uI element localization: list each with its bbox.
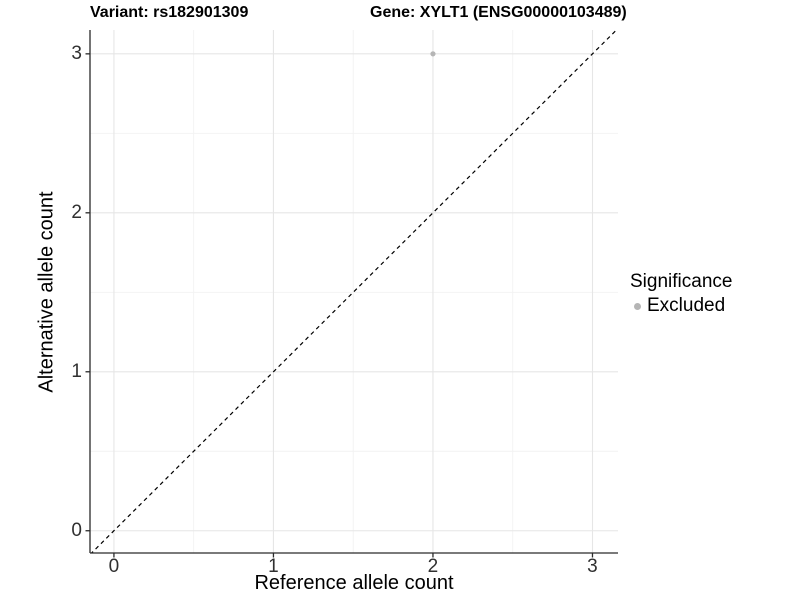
- minor-gridlines: [90, 30, 618, 553]
- legend: Significance Excluded: [630, 270, 732, 318]
- data-point: [430, 51, 436, 57]
- axis-lines: [89, 30, 618, 554]
- data-points: [430, 51, 436, 57]
- x-tick-label: 3: [587, 556, 598, 577]
- plot-title-gene: Gene: XYLT1 (ENSG00000103489): [370, 4, 627, 21]
- x-tick-label: 0: [108, 556, 120, 577]
- x-tick-label: 2: [427, 556, 439, 577]
- major-gridlines: [90, 30, 618, 553]
- legend-key-dot-icon: [634, 302, 641, 310]
- identity-reference-line: [90, 30, 618, 553]
- plot-title-variant: Variant: rs182901309: [90, 4, 249, 21]
- legend-entry-excluded: Excluded: [630, 294, 732, 318]
- y-tick-label: 3: [71, 42, 82, 64]
- y-tick-label: 0: [71, 519, 82, 541]
- y-tick-label: 2: [71, 201, 82, 223]
- x-axis-title: Reference allele count: [254, 572, 454, 594]
- legend-entry-label: Excluded: [647, 295, 726, 316]
- x-tick-label: 1: [268, 556, 279, 577]
- y-tick-label: 1: [71, 360, 82, 382]
- legend-title: Significance: [630, 271, 733, 292]
- tick-marks: [85, 53, 594, 558]
